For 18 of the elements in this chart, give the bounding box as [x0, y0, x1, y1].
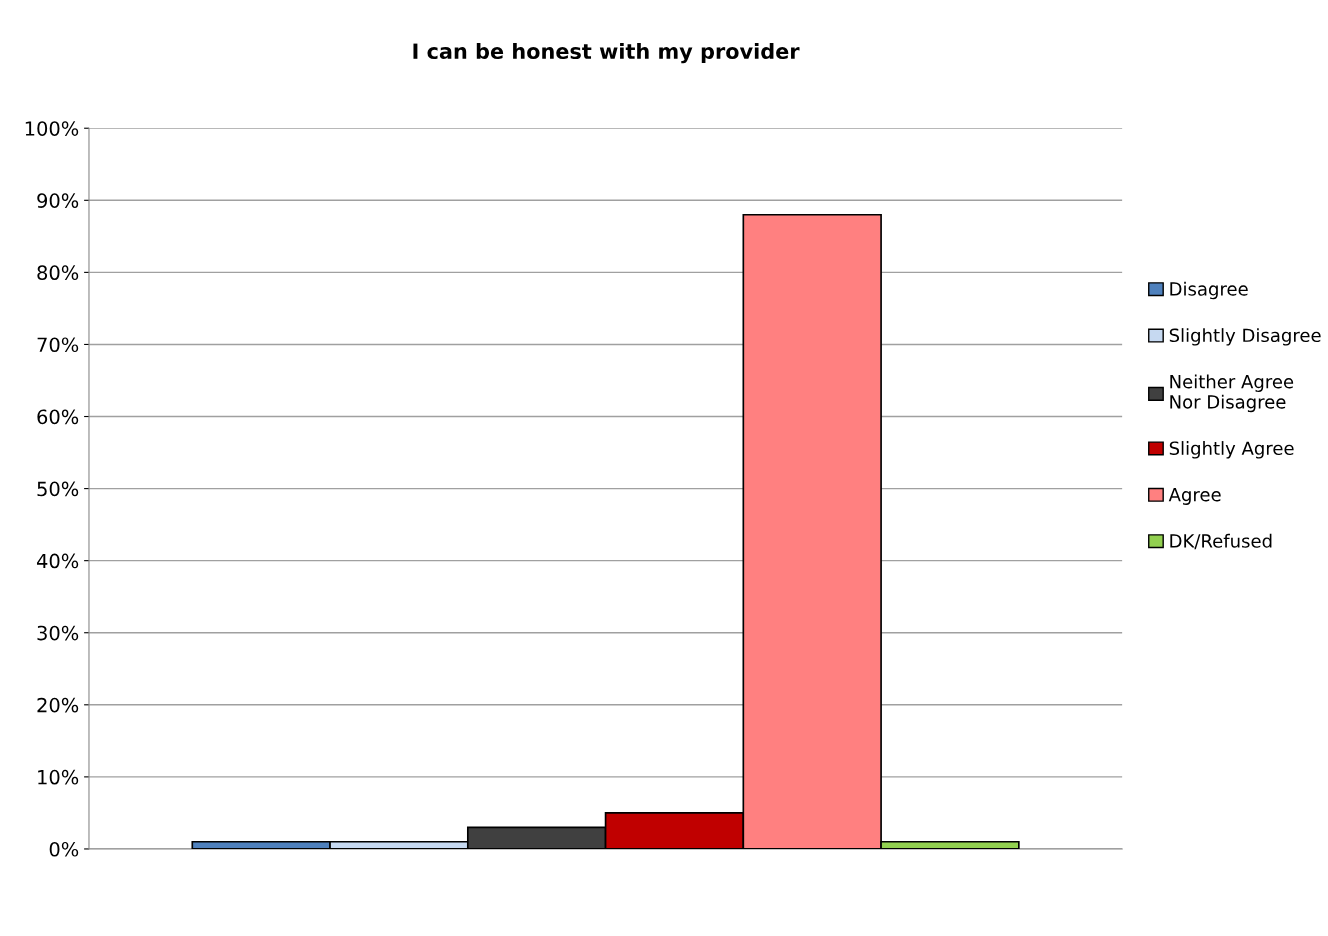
legend-label: Slightly Disagree: [1169, 328, 1321, 346]
legend-label: Disagree: [1170, 281, 1248, 300]
legend-label: Neither Agree Nor Disagree: [1170, 374, 1294, 413]
y-tick-label: 50%: [37, 481, 79, 497]
y-tick-label: 60%: [37, 409, 79, 425]
y-tick-label: 90%: [37, 193, 79, 208]
y-tick-label: 20%: [37, 697, 79, 713]
y-tick-label: 10%: [38, 769, 79, 785]
chart-title: I can be honest with my provider: [413, 42, 800, 64]
legend-label: Agree: [1168, 487, 1221, 505]
y-tick-label: 70%: [37, 337, 79, 353]
legend-label: Slightly Agree: [1169, 441, 1294, 459]
y-tick-label: 40%: [36, 553, 79, 569]
legend-label: DK/Refused: [1170, 533, 1272, 550]
y-tick-label: 0%: [49, 841, 79, 857]
y-tick-label: 30%: [37, 625, 79, 641]
y-tick-label: 80%: [37, 265, 79, 281]
y-tick-label: 100%: [25, 121, 79, 136]
